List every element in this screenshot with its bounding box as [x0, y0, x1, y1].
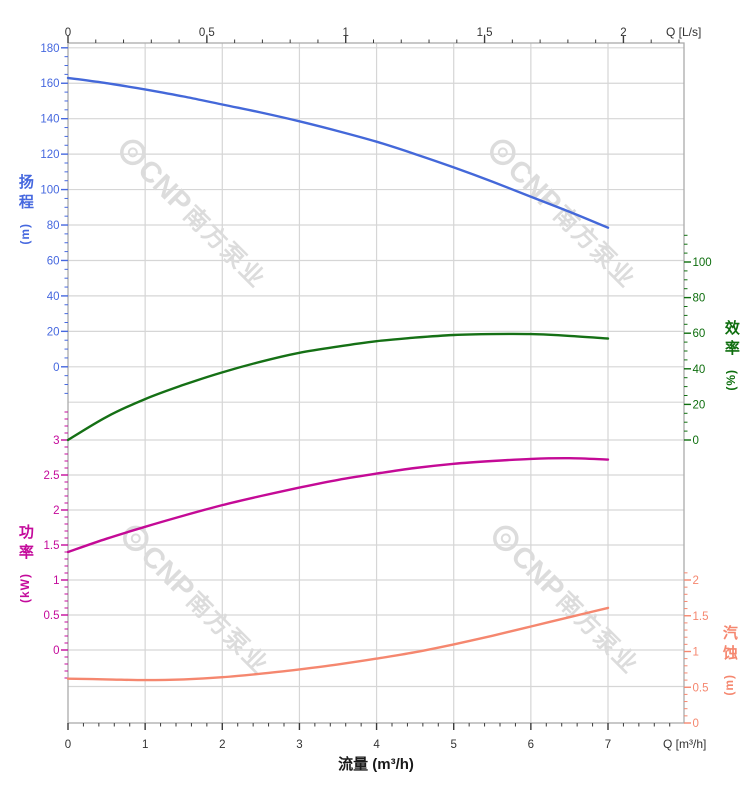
efficiency-axis-tick-label: 20 — [693, 399, 706, 411]
efficiency-axis-tick-label: 80 — [693, 293, 706, 305]
head-axis-tick-label: 160 — [40, 78, 59, 90]
head-axis-tick-label: 20 — [47, 326, 60, 338]
x-axis-title: 流量 (m³/h) — [338, 756, 414, 773]
power-axis-tick-label: 1 — [53, 575, 59, 587]
watermark-logo-icon — [493, 525, 519, 552]
top-axis-tick-label: 2 — [620, 27, 626, 39]
curve-npsh — [66, 606, 610, 682]
bottom-axis-tick-label: 3 — [296, 739, 302, 751]
head-axis-tick-label: 80 — [47, 220, 60, 232]
efficiency-axis-title-text: 效率 — [722, 320, 740, 360]
watermark-logo-inner-icon — [497, 147, 508, 158]
efficiency-axis-tick-label: 40 — [693, 364, 706, 376]
top-axis-tick-label: 0.5 — [199, 27, 215, 39]
bottom-axis-tick-label: 7 — [605, 739, 611, 751]
curve-power — [66, 456, 610, 554]
watermark-logo-icon — [490, 139, 516, 166]
watermark-company: 南方泵业 — [551, 586, 644, 679]
watermark-logo-inner-icon — [127, 147, 138, 158]
npsh-axis-tick-label: 0.5 — [693, 682, 709, 694]
head-axis-tick-label: 180 — [40, 43, 59, 55]
gridlines — [68, 43, 684, 723]
top-axis-unit-label: Q [L/s] — [666, 25, 701, 39]
power-axis-tick-label: 2.5 — [44, 470, 60, 482]
efficiency-axis-tick-label: 0 — [693, 435, 699, 447]
head-axis-title-text: 扬程 — [16, 174, 34, 214]
watermark-logo-inner-icon — [130, 533, 141, 544]
head-axis-tick-label: 100 — [40, 185, 59, 197]
watermark-company: 南方泵业 — [181, 586, 274, 679]
bottom-axis-tick-label: 6 — [528, 739, 534, 751]
efficiency-axis-tick-label: 100 — [693, 257, 712, 269]
bottom-axis-unit-label: Q [m³/h] — [663, 737, 706, 751]
power-axis-title: 功率 (kW) — [10, 524, 40, 603]
bottom-axis-tick-label: 0 — [65, 739, 71, 751]
head-axis-tick-label: 40 — [47, 291, 60, 303]
power-axis-unit: (kW) — [17, 573, 32, 603]
efficiency-axis-unit: (%) — [723, 369, 738, 391]
head-axis-tick-label: 0 — [53, 362, 59, 374]
axis-ticks — [61, 36, 691, 730]
curve-eff — [66, 332, 610, 442]
npsh-axis-tick-label: 0 — [693, 718, 699, 730]
top-axis-tick-label: 1 — [343, 27, 349, 39]
npsh-axis-tick-label: 1.5 — [693, 611, 709, 623]
npsh-axis-tick-label: 1 — [693, 647, 699, 659]
head-axis-tick-label: 60 — [47, 255, 60, 267]
axis-tick-labels: 0 0.5 1 1.5 2 Q [L/s]0 1 2 3 4 5 6 7 Q [m³/h]18016014… — [40, 25, 711, 751]
bottom-axis-tick-label: 1 — [142, 739, 148, 751]
power-axis-title-text: 功率 — [16, 524, 34, 564]
head-axis-tick-label: 120 — [40, 149, 59, 161]
bottom-axis-tick-label: 2 — [219, 739, 225, 751]
power-axis-tick-label: 1.5 — [44, 540, 60, 552]
power-axis-tick-label: 0.5 — [44, 610, 60, 622]
head-axis-tick-label: 140 — [40, 114, 59, 126]
watermark-logo-inner-icon — [500, 533, 511, 544]
npsh-axis-title: 汽蚀 (m) — [714, 625, 744, 696]
watermark-logo-icon — [123, 525, 149, 552]
power-axis-tick-label: 2 — [53, 505, 59, 517]
head-axis-title: 扬程 (m) — [10, 174, 40, 245]
top-axis-tick-label: 0 — [65, 27, 71, 39]
watermark-company: 南方泵业 — [178, 200, 271, 293]
power-axis-tick-label: 0 — [53, 645, 59, 657]
npsh-axis-title-text: 汽蚀 — [720, 625, 738, 665]
head-axis-unit: (m) — [17, 223, 32, 245]
top-axis-tick-label: 1.5 — [477, 27, 493, 39]
efficiency-axis-tick-label: 60 — [693, 328, 706, 340]
watermark-company: 南方泵业 — [548, 200, 641, 293]
efficiency-axis-title: 效率 (%) — [716, 320, 746, 391]
bottom-axis-tick-label: 5 — [451, 739, 457, 751]
curves — [66, 76, 610, 682]
npsh-axis-unit: (m) — [721, 674, 736, 696]
npsh-axis-tick-label: 2 — [693, 575, 699, 587]
bottom-axis-tick-label: 4 — [373, 739, 380, 751]
power-axis-tick-label: 3 — [53, 435, 59, 447]
curve-head — [66, 76, 610, 229]
watermark-logo-icon — [120, 139, 146, 166]
